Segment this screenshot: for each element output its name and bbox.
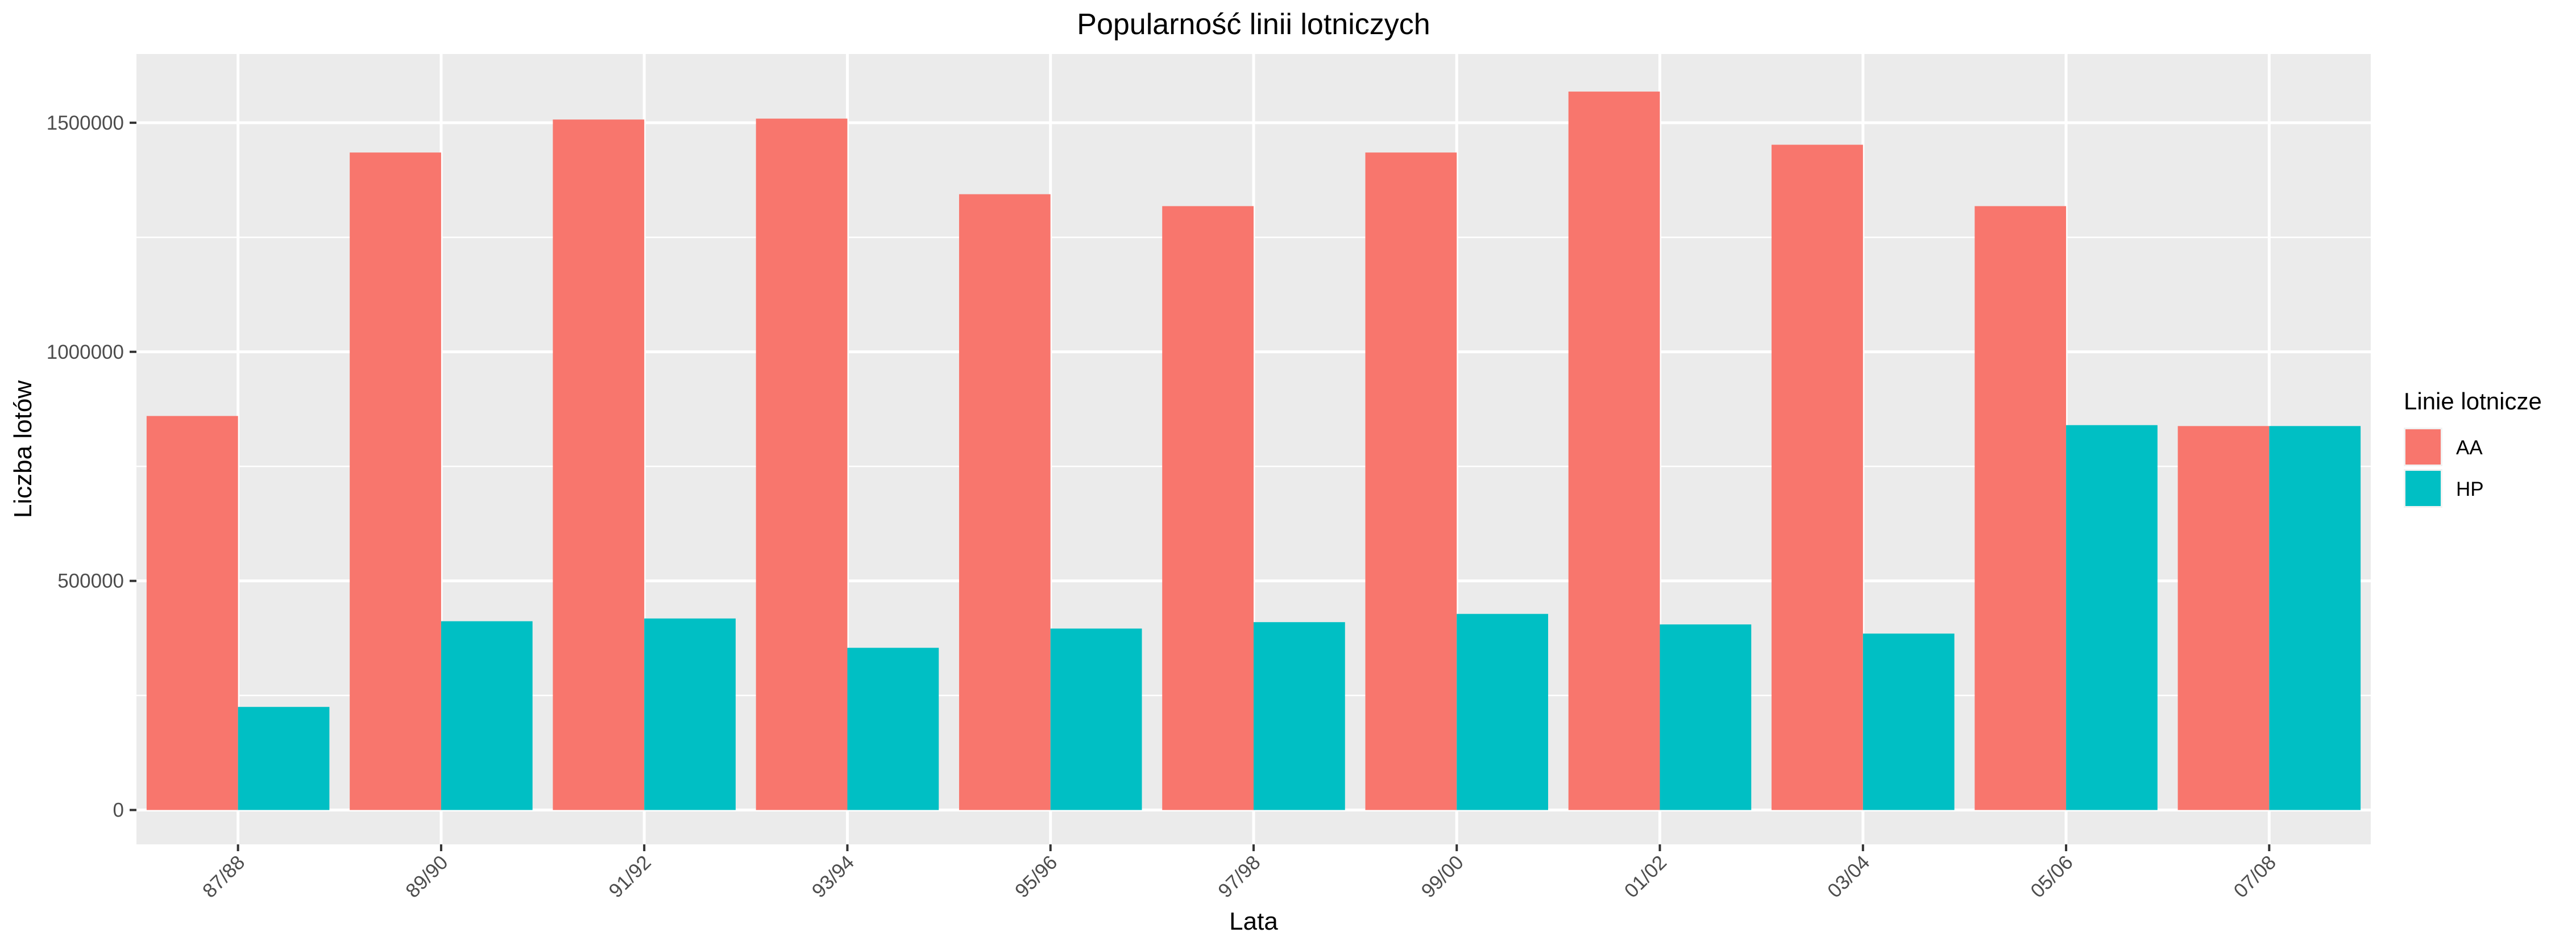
bar-hp bbox=[441, 621, 533, 810]
bar-hp bbox=[2269, 426, 2361, 810]
x-tick-label: 97/98 bbox=[1214, 851, 1265, 902]
bar-aa bbox=[1568, 92, 1660, 810]
x-tick-label: 07/08 bbox=[2230, 851, 2281, 902]
x-tick-label: 87/88 bbox=[198, 851, 250, 902]
bar-hp bbox=[1254, 622, 1345, 810]
bar-aa bbox=[350, 152, 441, 810]
bar-hp bbox=[1660, 624, 1752, 810]
y-axis: 0 500000 1000000 1500000 bbox=[47, 112, 136, 822]
bar-hp bbox=[1862, 633, 1955, 810]
x-tick-label: 03/04 bbox=[1823, 851, 1874, 902]
legend-swatch-hp bbox=[2405, 471, 2441, 506]
x-tick-label: 95/96 bbox=[1011, 851, 1062, 902]
x-axis: 87/88 89/90 91/92 93/94 95/96 97/98 99/00 01/02… bbox=[198, 844, 2280, 902]
bar-aa bbox=[756, 118, 848, 810]
bar-aa bbox=[1365, 152, 1457, 810]
y-axis-title: Liczba lotów bbox=[9, 380, 37, 518]
bar-aa bbox=[2177, 426, 2270, 810]
bar-hp bbox=[644, 618, 736, 810]
chart-title: Popularność linii lotniczych bbox=[1077, 8, 1430, 41]
bar-hp bbox=[238, 707, 330, 810]
x-tick-label: 05/06 bbox=[2026, 851, 2077, 902]
legend-label-aa: AA bbox=[2456, 437, 2483, 459]
bar-aa bbox=[1772, 144, 1863, 810]
legend-swatch-aa bbox=[2405, 429, 2441, 465]
bar-hp bbox=[1050, 628, 1142, 810]
x-tick-label: 99/00 bbox=[1417, 851, 1468, 902]
x-tick-label: 89/90 bbox=[401, 851, 453, 902]
bar-hp bbox=[1457, 614, 1549, 810]
x-tick-label: 01/02 bbox=[1620, 851, 1671, 902]
y-tick-label: 500000 bbox=[57, 570, 124, 592]
legend: Linie lotnicze AA HP bbox=[2404, 388, 2542, 508]
y-tick-label: 1000000 bbox=[47, 341, 124, 363]
legend-label-hp: HP bbox=[2456, 478, 2484, 500]
y-tick-label: 0 bbox=[113, 799, 124, 822]
x-axis-title: Lata bbox=[1229, 907, 1278, 935]
bar-hp bbox=[2066, 425, 2158, 810]
y-tick-label: 1500000 bbox=[47, 112, 124, 134]
bar-aa bbox=[146, 416, 238, 810]
bars bbox=[146, 92, 2361, 810]
x-tick-label: 93/94 bbox=[808, 851, 859, 902]
bar-aa bbox=[1974, 206, 2067, 810]
bar-aa bbox=[1162, 206, 1254, 810]
bar-aa bbox=[553, 119, 645, 810]
x-tick-label: 91/92 bbox=[604, 851, 656, 902]
legend-title: Linie lotnicze bbox=[2404, 388, 2542, 415]
bar-aa bbox=[959, 194, 1051, 810]
bar-hp bbox=[847, 648, 939, 810]
